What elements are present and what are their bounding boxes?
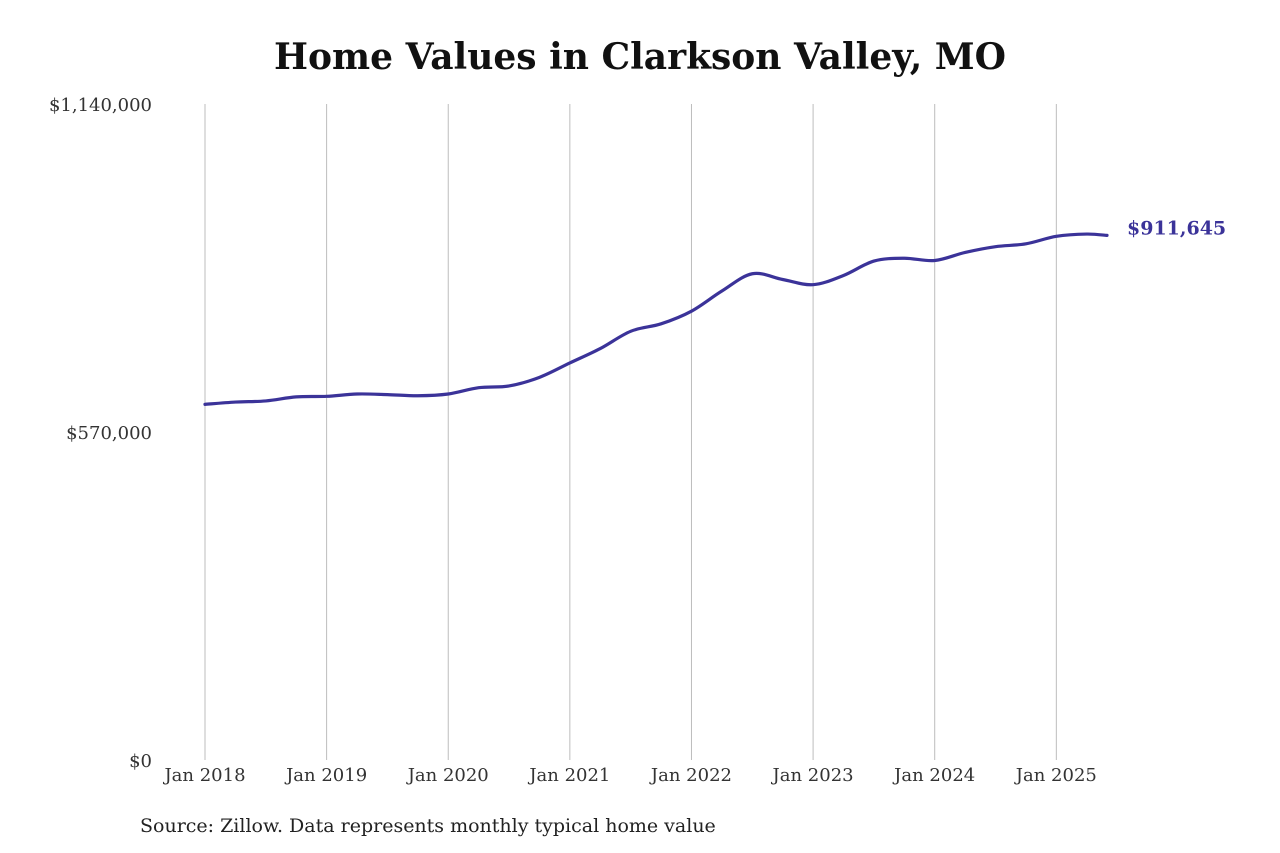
chart-title: Home Values in Clarkson Valley, MO: [274, 36, 1006, 78]
x-tick-label: Jan 2018: [162, 765, 245, 786]
x-tick-label: Jan 2023: [771, 765, 854, 786]
x-tick-label: Jan 2020: [406, 765, 489, 786]
x-tick-label: Jan 2024: [892, 765, 975, 786]
x-tick-label: Jan 2025: [1014, 765, 1097, 786]
x-tick-label: Jan 2022: [649, 765, 732, 786]
x-tick-label: Jan 2019: [284, 765, 367, 786]
series-line: [203, 232, 1109, 406]
source-note: Source: Zillow. Data represents monthly …: [140, 815, 716, 837]
end-value-label: $911,645: [1127, 217, 1226, 239]
y-tick-label: $570,000: [66, 423, 152, 444]
y-tick-label: $1,140,000: [49, 95, 152, 116]
x-tick-label: Jan 2021: [527, 765, 610, 786]
y-tick-label: $0: [129, 751, 152, 772]
